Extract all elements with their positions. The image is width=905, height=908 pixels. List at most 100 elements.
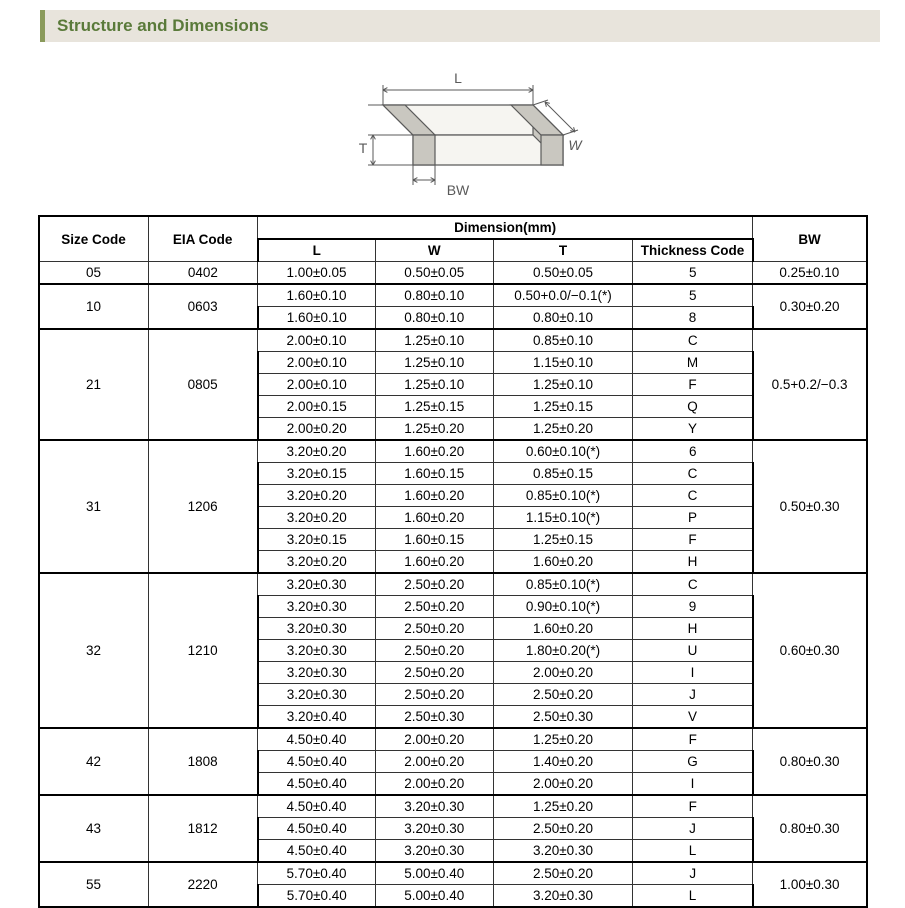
chip-3d-svg: L T W BW (313, 50, 593, 200)
th-bw: BW (753, 216, 867, 262)
cell-tc: L (633, 885, 753, 908)
th-l: L (258, 239, 376, 262)
cell-t: 2.00±0.20 (493, 662, 633, 684)
cell-bw: 0.50±0.30 (753, 440, 867, 573)
cell-eia: 1812 (148, 795, 258, 862)
th-dimension: Dimension(mm) (258, 216, 753, 239)
cell-t: 0.85±0.10(*) (493, 485, 633, 507)
cell-l: 4.50±0.40 (258, 795, 376, 818)
cell-l: 3.20±0.15 (258, 463, 376, 485)
cell-tc: L (633, 840, 753, 863)
cell-tc: I (633, 662, 753, 684)
cell-l: 4.50±0.40 (258, 728, 376, 751)
cell-l: 5.70±0.40 (258, 862, 376, 885)
cell-tc: C (633, 329, 753, 352)
cell-tc: I (633, 773, 753, 796)
cell-t: 1.60±0.20 (493, 551, 633, 574)
cell-t: 0.50+0.0/−0.1(*) (493, 284, 633, 307)
dimensions-table: Size Code EIA Code Dimension(mm) BW L W … (38, 215, 868, 908)
cell-eia: 0805 (148, 329, 258, 440)
cell-bw: 0.5+0.2/−0.3 (753, 329, 867, 440)
cell-t: 0.85±0.10(*) (493, 573, 633, 596)
cell-w: 1.60±0.15 (375, 463, 493, 485)
th-eia: EIA Code (148, 216, 258, 262)
cell-t: 2.50±0.30 (493, 706, 633, 729)
cell-w: 2.50±0.30 (375, 706, 493, 729)
th-size: Size Code (39, 216, 149, 262)
cell-t: 0.80±0.10 (493, 307, 633, 330)
cell-w: 2.50±0.20 (375, 662, 493, 684)
cell-size: 43 (39, 795, 149, 862)
cell-t: 1.25±0.20 (493, 728, 633, 751)
cell-t: 1.25±0.15 (493, 396, 633, 418)
section-title: Structure and Dimensions (57, 16, 269, 35)
cell-w: 2.50±0.20 (375, 640, 493, 662)
cell-w: 1.60±0.15 (375, 529, 493, 551)
cell-l: 1.60±0.10 (258, 307, 376, 330)
cell-bw: 0.30±0.20 (753, 284, 867, 329)
cell-w: 3.20±0.30 (375, 818, 493, 840)
cell-w: 2.50±0.20 (375, 573, 493, 596)
cell-eia: 0402 (148, 262, 258, 285)
cell-eia: 2220 (148, 862, 258, 907)
cell-size: 42 (39, 728, 149, 795)
cell-size: 21 (39, 329, 149, 440)
cell-tc: F (633, 795, 753, 818)
table-row: 4318124.50±0.403.20±0.301.25±0.20F0.80±0… (39, 795, 867, 818)
cell-bw: 0.80±0.30 (753, 728, 867, 795)
cell-tc: 5 (633, 284, 753, 307)
table-row: 3112063.20±0.201.60±0.200.60±0.10(*)60.5… (39, 440, 867, 463)
cell-l: 3.20±0.20 (258, 551, 376, 574)
cell-tc: G (633, 751, 753, 773)
cell-l: 2.00±0.10 (258, 329, 376, 352)
cell-l: 4.50±0.40 (258, 840, 376, 863)
cell-t: 0.85±0.10 (493, 329, 633, 352)
cell-size: 10 (39, 284, 149, 329)
cell-l: 3.20±0.20 (258, 507, 376, 529)
cell-bw: 0.25±0.10 (753, 262, 867, 285)
cell-w: 1.25±0.10 (375, 329, 493, 352)
cell-l: 3.20±0.30 (258, 662, 376, 684)
cell-t: 1.25±0.15 (493, 529, 633, 551)
cell-w: 2.00±0.20 (375, 728, 493, 751)
cell-tc: Y (633, 418, 753, 441)
cell-t: 1.25±0.20 (493, 795, 633, 818)
cell-l: 3.20±0.30 (258, 596, 376, 618)
cell-w: 1.25±0.10 (375, 352, 493, 374)
cell-l: 3.20±0.30 (258, 618, 376, 640)
cell-size: 05 (39, 262, 149, 285)
table-body: 0504021.00±0.050.50±0.050.50±0.0550.25±0… (39, 262, 867, 908)
cell-tc: Q (633, 396, 753, 418)
svg-text:BW: BW (446, 182, 469, 198)
svg-text:L: L (454, 70, 462, 86)
cell-w: 0.50±0.05 (375, 262, 493, 285)
cell-tc: 6 (633, 440, 753, 463)
cell-bw: 1.00±0.30 (753, 862, 867, 907)
cell-tc: P (633, 507, 753, 529)
cell-bw: 0.60±0.30 (753, 573, 867, 728)
cell-tc: 8 (633, 307, 753, 330)
dimension-diagram: L T W BW (0, 50, 905, 205)
cell-l: 4.50±0.40 (258, 751, 376, 773)
table-row: 2108052.00±0.101.25±0.100.85±0.10C0.5+0.… (39, 329, 867, 352)
cell-l: 3.20±0.30 (258, 573, 376, 596)
cell-w: 0.80±0.10 (375, 307, 493, 330)
cell-tc: C (633, 463, 753, 485)
cell-w: 2.50±0.20 (375, 596, 493, 618)
table-row: 4218084.50±0.402.00±0.201.25±0.20F0.80±0… (39, 728, 867, 751)
cell-l: 2.00±0.20 (258, 418, 376, 441)
cell-t: 1.40±0.20 (493, 751, 633, 773)
cell-tc: C (633, 573, 753, 596)
cell-t: 2.50±0.20 (493, 818, 633, 840)
cell-size: 31 (39, 440, 149, 573)
cell-l: 3.20±0.15 (258, 529, 376, 551)
cell-tc: F (633, 728, 753, 751)
cell-w: 2.50±0.20 (375, 618, 493, 640)
cell-w: 2.00±0.20 (375, 751, 493, 773)
cell-l: 2.00±0.15 (258, 396, 376, 418)
cell-l: 3.20±0.30 (258, 640, 376, 662)
svg-text:T: T (358, 140, 367, 156)
cell-l: 4.50±0.40 (258, 818, 376, 840)
cell-w: 1.60±0.20 (375, 507, 493, 529)
svg-text:W: W (568, 137, 583, 153)
